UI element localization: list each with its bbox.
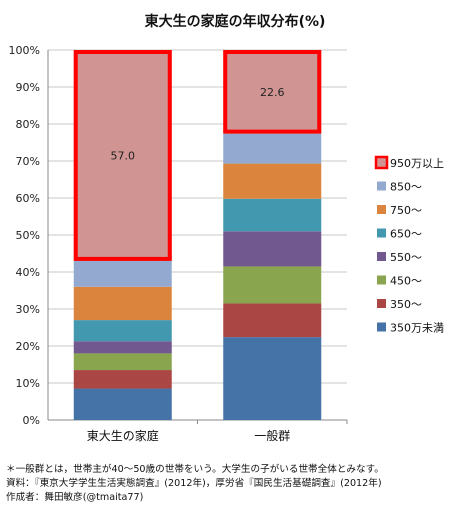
legend-swatch <box>377 252 386 261</box>
footnote-definition: ＊一般群とは，世帯主が40～50歳の世帯をいう。大学生の子がいる世帯全体とみなす… <box>6 464 384 475</box>
data-label: 57.0 <box>111 149 136 162</box>
data-label: 22.6 <box>260 86 285 99</box>
y-tick-label: 70% <box>16 155 40 168</box>
y-tick-label: 30% <box>16 303 40 316</box>
legend-label: 850～ <box>390 181 422 194</box>
bar-segment <box>223 163 322 199</box>
y-tick-label: 40% <box>16 266 40 279</box>
legend-swatch <box>377 299 386 308</box>
legend-label: 650～ <box>390 228 422 241</box>
highlight-frame <box>73 50 172 261</box>
legend-swatch <box>377 228 386 238</box>
bar-segment <box>223 133 322 164</box>
bar-segment <box>73 353 172 371</box>
x-tick-label: 一般群 <box>254 428 290 443</box>
legend-swatch <box>377 181 386 191</box>
bar-segment <box>73 370 172 389</box>
bar-segment <box>73 50 172 261</box>
legend-label: 450～ <box>390 275 422 288</box>
bar-segment <box>73 260 172 287</box>
legend-label: 950万以上 <box>390 157 444 170</box>
legend-label: 350万未満 <box>390 322 444 335</box>
y-tick-label: 60% <box>16 192 40 205</box>
bar-segment <box>73 388 172 420</box>
legend-swatch <box>377 322 386 332</box>
bar-segment <box>73 341 172 354</box>
highlight-frame <box>223 50 322 134</box>
legend-label: 750～ <box>390 204 422 217</box>
bar-segment <box>223 231 322 267</box>
y-tick-label: 90% <box>16 81 40 94</box>
footnote-author: 作成者：舞田敏彦(@tmaita77) <box>6 492 144 503</box>
bar-segment <box>73 320 172 342</box>
bar-segment <box>223 198 322 232</box>
bar-segment <box>223 337 322 420</box>
legend-swatch <box>377 205 386 214</box>
chart-title: 東大生の家庭の年収分布(%) <box>145 13 326 30</box>
legend-label: 350～ <box>390 298 422 311</box>
y-tick-label: 80% <box>16 118 40 131</box>
y-tick-label: 100% <box>9 44 40 57</box>
y-tick-label: 50% <box>16 229 40 242</box>
legend-swatch <box>377 275 386 285</box>
legend-label: 550～ <box>390 251 422 264</box>
y-tick-label: 10% <box>16 377 40 390</box>
y-tick-label: 0% <box>23 414 40 427</box>
y-tick-label: 20% <box>16 340 40 353</box>
bar-segment <box>223 266 322 304</box>
legend-swatch <box>374 155 389 170</box>
bar-segment <box>73 286 172 321</box>
x-tick-label: 東大生の家庭 <box>87 428 159 443</box>
bar-segment <box>223 303 322 338</box>
bar-segment <box>223 50 322 134</box>
footnote-sources: 資料：『東京大学学生生活実態調査』(2012年)，厚労省『国民生活基礎調査』(2… <box>6 478 382 489</box>
